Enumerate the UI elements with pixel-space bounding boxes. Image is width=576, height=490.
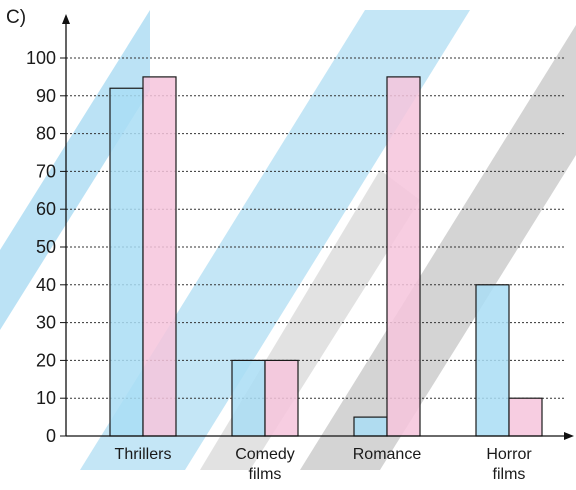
y-axis-arrow xyxy=(62,14,70,24)
y-tick-label: 10 xyxy=(36,388,56,408)
x-category-label: Horror xyxy=(486,446,532,463)
y-tick-label: 70 xyxy=(36,161,56,181)
panel-label: C) xyxy=(6,7,26,28)
y-tick-label: 30 xyxy=(36,313,56,333)
x-category-labels: Thrillers Comedy films Romance Horror films xyxy=(115,446,533,483)
bar xyxy=(231,359,266,437)
watermark-band xyxy=(80,10,470,470)
y-tick-label: 0 xyxy=(46,426,56,446)
y-tick-label: 50 xyxy=(36,237,56,257)
bar xyxy=(109,87,144,437)
bar xyxy=(142,76,177,437)
bar xyxy=(475,284,510,437)
bars xyxy=(109,76,543,437)
bar xyxy=(508,397,543,437)
y-tick-label: 40 xyxy=(36,275,56,295)
x-category-label: Thrillers xyxy=(115,446,172,463)
y-tick-label: 100 xyxy=(26,48,56,68)
bar xyxy=(386,76,421,437)
x-category-label: films xyxy=(493,466,526,483)
x-axis-arrow xyxy=(564,432,574,440)
y-tick-label: 80 xyxy=(36,124,56,144)
y-tick-labels: 0 10 20 30 40 50 60 70 80 90 100 xyxy=(26,48,66,446)
x-category-label: Comedy xyxy=(235,446,295,463)
bar xyxy=(353,416,388,437)
y-tick-label: 20 xyxy=(36,350,56,370)
x-category-label: Romance xyxy=(353,446,422,463)
bar xyxy=(264,359,299,437)
axes xyxy=(62,14,574,440)
x-category-label: films xyxy=(249,466,282,483)
y-tick-label: 90 xyxy=(36,86,56,106)
y-tick-label: 60 xyxy=(36,199,56,219)
